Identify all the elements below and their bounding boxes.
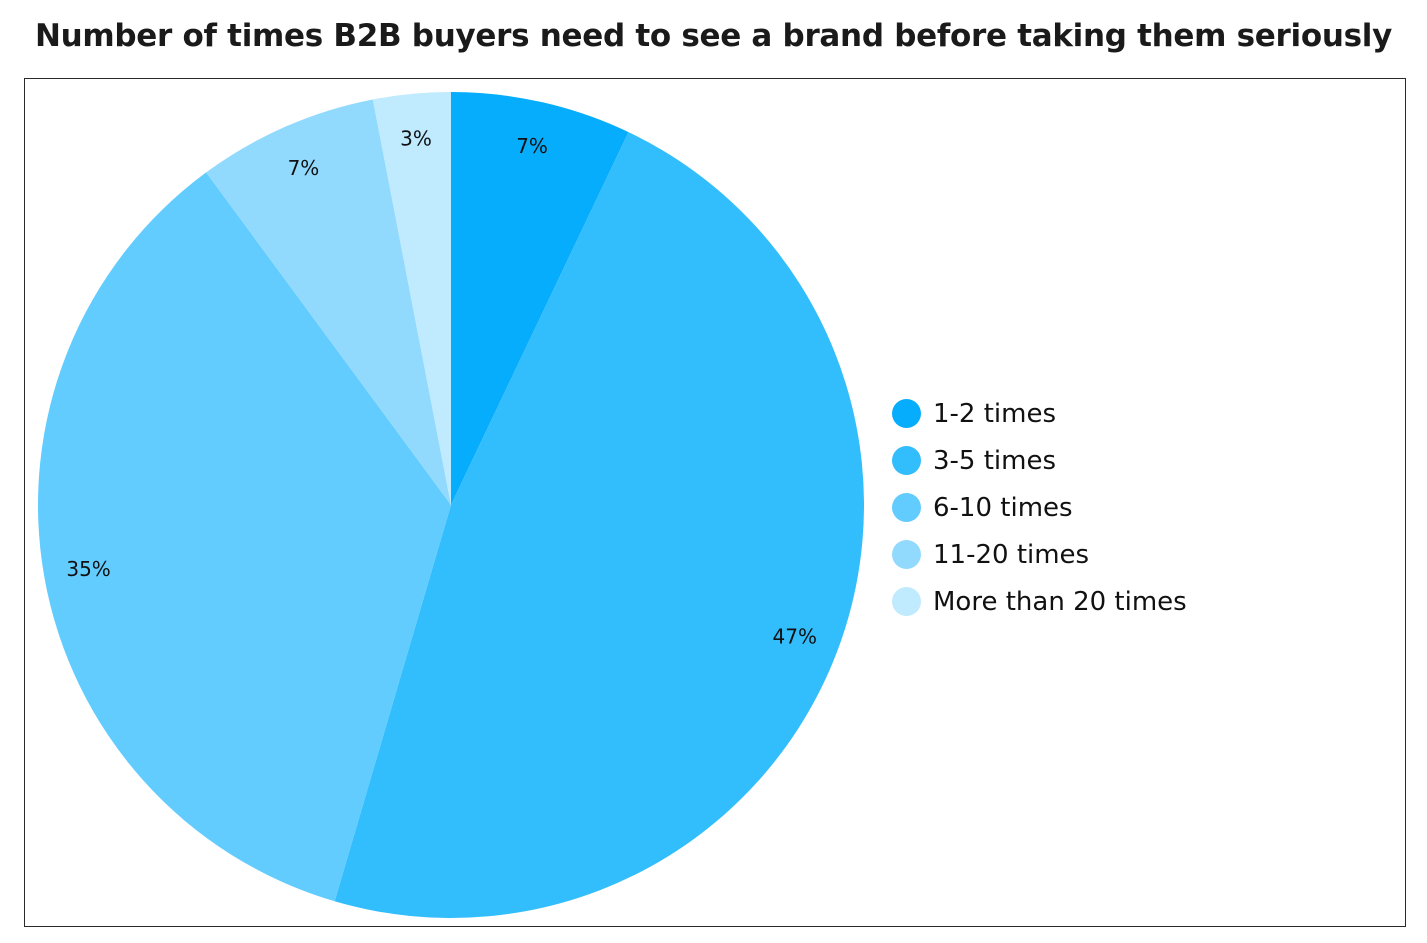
slice-label: 35% xyxy=(66,557,110,581)
legend-label: More than 20 times xyxy=(933,586,1187,617)
legend-item: 6-10 times xyxy=(892,484,1187,531)
pie-slice-6-10-times xyxy=(37,172,451,902)
legend-swatch xyxy=(892,587,921,616)
pie-slice-3-5-times xyxy=(334,132,865,919)
legend-item: 11-20 times xyxy=(892,531,1187,578)
slice-label: 3% xyxy=(400,127,432,151)
legend-item: 1-2 times xyxy=(892,390,1187,437)
legend-label: 1-2 times xyxy=(933,398,1057,429)
legend-swatch xyxy=(892,399,921,428)
legend: 1-2 times 3-5 times 6-10 times 11-20 tim… xyxy=(892,390,1187,625)
legend-swatch xyxy=(892,446,921,475)
slice-label: 7% xyxy=(288,156,320,180)
legend-swatch xyxy=(892,540,921,569)
legend-label: 11-20 times xyxy=(933,539,1090,570)
pie-slice-1-2-times xyxy=(451,92,629,505)
legend-label: 3-5 times xyxy=(933,445,1057,476)
legend-label: 6-10 times xyxy=(933,492,1073,523)
legend-item: More than 20 times xyxy=(892,578,1187,625)
slice-label: 47% xyxy=(773,624,817,648)
slice-label: 7% xyxy=(516,134,548,158)
chart-title: Number of times B2B buyers need to see a… xyxy=(34,18,1392,54)
pie-slice-11-20-times xyxy=(206,99,451,506)
legend-item: 3-5 times xyxy=(892,437,1187,484)
legend-swatch xyxy=(892,493,921,522)
pie-slice-more-than-20-times xyxy=(372,92,451,505)
